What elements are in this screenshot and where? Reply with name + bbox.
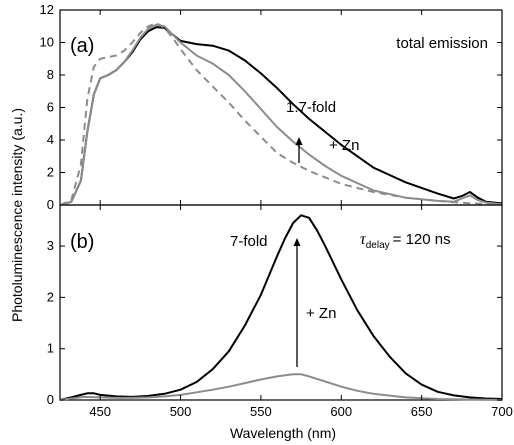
tau-delay-label: τdelay = 120 ns — [360, 231, 451, 251]
increase-arrow-b — [293, 238, 301, 367]
panel-b-frame — [59, 204, 503, 401]
increase-arrow-a — [295, 137, 303, 163]
panel-b-label: (b) — [70, 231, 94, 253]
panel-a-y-ticks: 0 2 4 6 8 10 12 — [40, 2, 502, 212]
tau-symbol: τ — [360, 231, 367, 248]
panel-b-series-0 — [59, 214, 503, 401]
xtick-label: 700 — [491, 404, 513, 419]
panel-b-y-ticks: 0 1 2 3 — [47, 238, 502, 407]
xtick-label: 550 — [250, 404, 272, 419]
x-axis-ticks: 450 500 550 600 650 700 — [89, 10, 513, 419]
panel-b-series — [59, 214, 503, 401]
fold-label-a: 1.7-fold — [286, 99, 336, 116]
panel-a-ytick-label: 2 — [47, 165, 54, 180]
x-axis-label: Wavelength (nm) — [230, 425, 336, 441]
zn-label-b: + Zn — [306, 305, 336, 322]
xtick-label: 450 — [89, 404, 111, 419]
panel-b-ytick-label: 2 — [47, 289, 54, 304]
panel-b-ytick-label: 3 — [47, 238, 54, 253]
panel-a-series-2 — [59, 22, 503, 206]
xtick-label: 500 — [170, 404, 192, 419]
panel-a-ytick-label: 6 — [47, 100, 54, 115]
panel-b-ytick-label: 0 — [47, 392, 54, 407]
xtick-label: 600 — [330, 404, 352, 419]
panel-a-label: (a) — [70, 35, 94, 57]
panel-a-series — [59, 22, 503, 206]
panel-a-ytick-label: 0 — [47, 197, 54, 212]
tau-subscript: delay — [366, 240, 390, 251]
tau-value: = 120 ns — [393, 231, 451, 248]
arrow-a-head — [295, 137, 303, 145]
panel-a-ytick-label: 10 — [40, 35, 54, 50]
fold-label-b: 7-fold — [230, 233, 268, 250]
zn-label-a: + Zn — [329, 137, 359, 154]
total-emission-label: total emission — [396, 35, 488, 52]
y-axis-label: Photoluminescence intensity (a.u.) — [9, 108, 25, 322]
panel-a-ytick-label: 12 — [40, 2, 54, 17]
xtick-label: 650 — [411, 404, 433, 419]
panel-a-ytick-label: 4 — [47, 132, 54, 147]
panel-b-ytick-label: 1 — [47, 341, 54, 356]
panel-a-series-0 — [59, 26, 503, 206]
panel-a: 0 2 4 6 8 10 12 (a) total emission 1.7-fold + … — [40, 2, 503, 212]
arrow-b-head — [293, 238, 301, 246]
panel-b-series-1 — [59, 373, 503, 401]
panel-a-ytick-label: 8 — [47, 67, 54, 82]
